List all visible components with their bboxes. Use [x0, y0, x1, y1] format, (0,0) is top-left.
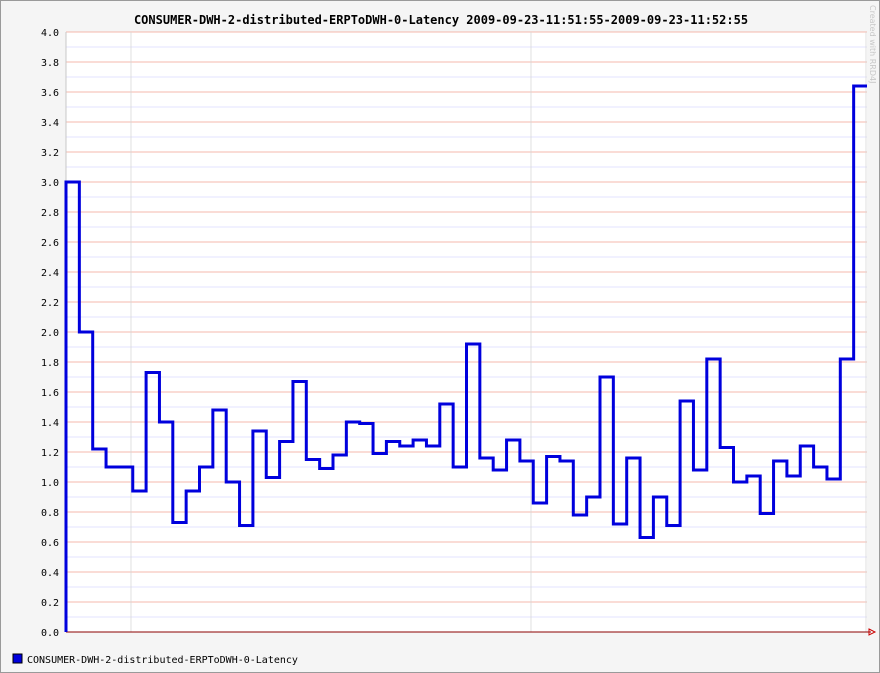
x-axis-arrow: [868, 628, 877, 636]
legend-swatch: [12, 653, 23, 664]
y-tick-label: 2.6: [41, 238, 59, 249]
y-tick-label: 0.6: [41, 538, 59, 549]
y-tick-label: 4.0: [41, 28, 59, 39]
y-tick-label: 2.4: [41, 268, 59, 279]
y-tick-label: 0.0: [41, 628, 59, 639]
y-tick-label: 0.4: [41, 568, 59, 579]
y-tick-label: 1.6: [41, 388, 59, 399]
y-tick-label: 2.0: [41, 328, 59, 339]
y-tick-label: 1.2: [41, 448, 59, 459]
y-tick-label: 3.8: [41, 58, 59, 69]
y-tick-label: 3.4: [41, 118, 59, 129]
y-tick-label: 1.4: [41, 418, 59, 429]
y-tick-label: 2.2: [41, 298, 59, 309]
chart-title: CONSUMER-DWH-2-distributed-ERPToDWH-0-La…: [134, 13, 748, 27]
credit-text: Created with RRD4J: [868, 5, 877, 83]
series-line: [64, 84, 867, 632]
y-tick-label: 2.8: [41, 208, 59, 219]
legend-label: CONSUMER-DWH-2-distributed-ERPToDWH-0-La…: [27, 655, 298, 666]
y-tick-label: 1.8: [41, 358, 59, 369]
y-tick-label: 1.0: [41, 478, 59, 489]
y-tick-label: 3.6: [41, 88, 59, 99]
y-tick-label: 0.2: [41, 598, 59, 609]
y-tick-label: 3.2: [41, 148, 59, 159]
y-tick-label: 0.8: [41, 508, 59, 519]
grid: [66, 31, 867, 632]
y-axis-ticks: 0.0 0.2 0.4 0.6 0.8 1.0 1.2 1.4 1.6 1.8 2.0 2.2 2.4 2…: [41, 28, 59, 639]
y-tick-label: 3.0: [41, 178, 59, 189]
